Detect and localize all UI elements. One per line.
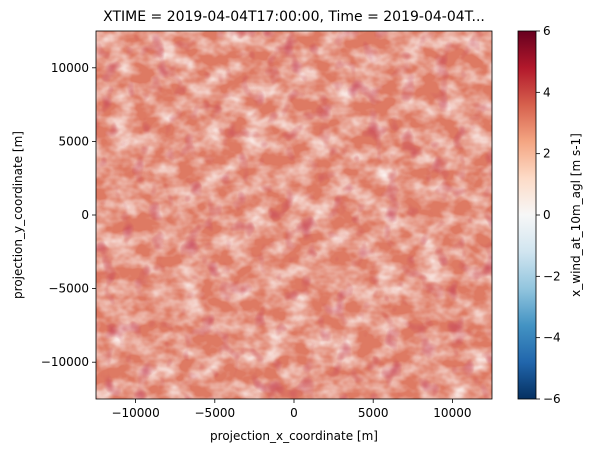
colorbar-axis: −6 −4 −2 0 2 4 6 xyxy=(536,24,561,406)
colorbar-tick-label: 6 xyxy=(543,24,551,38)
colorbar xyxy=(517,30,537,400)
x-tick-label: 0 xyxy=(290,406,298,420)
y-tick-label: 0 xyxy=(81,208,89,222)
x-tick-label: −10000 xyxy=(111,406,159,420)
x-axis: −10000 −5000 0 5000 10000 xyxy=(111,399,471,420)
x-tick-label: 10000 xyxy=(433,406,471,420)
colorbar-label: x_wind_at_10m_agl [m s-1] xyxy=(569,133,583,297)
colorbar-tick-label: 4 xyxy=(543,85,551,99)
x-axis-label: projection_x_coordinate [m] xyxy=(210,429,378,443)
colorbar-tick-label: −2 xyxy=(543,269,561,283)
heatmap-dark-cells xyxy=(96,31,492,399)
colorbar-tick-label: 0 xyxy=(543,208,551,222)
plot-area xyxy=(96,31,492,399)
y-axis: −10000 −5000 0 5000 10000 xyxy=(41,61,96,369)
y-tick-label: 10000 xyxy=(51,61,89,75)
colorbar-tick-label: −6 xyxy=(543,392,561,406)
colorbar-tick-label: −4 xyxy=(543,331,561,345)
y-tick-label: −10000 xyxy=(41,355,89,369)
y-tick-label: −5000 xyxy=(48,282,89,296)
x-tick-label: −5000 xyxy=(195,406,236,420)
colorbar-tick-label: 2 xyxy=(543,147,551,161)
y-tick-label: 5000 xyxy=(58,134,89,148)
y-axis-label: projection_y_coordinate [m] xyxy=(11,131,25,299)
x-tick-label: 5000 xyxy=(358,406,389,420)
chart-title: XTIME = 2019-04-04T17:00:00, Time = 2019… xyxy=(103,9,485,25)
